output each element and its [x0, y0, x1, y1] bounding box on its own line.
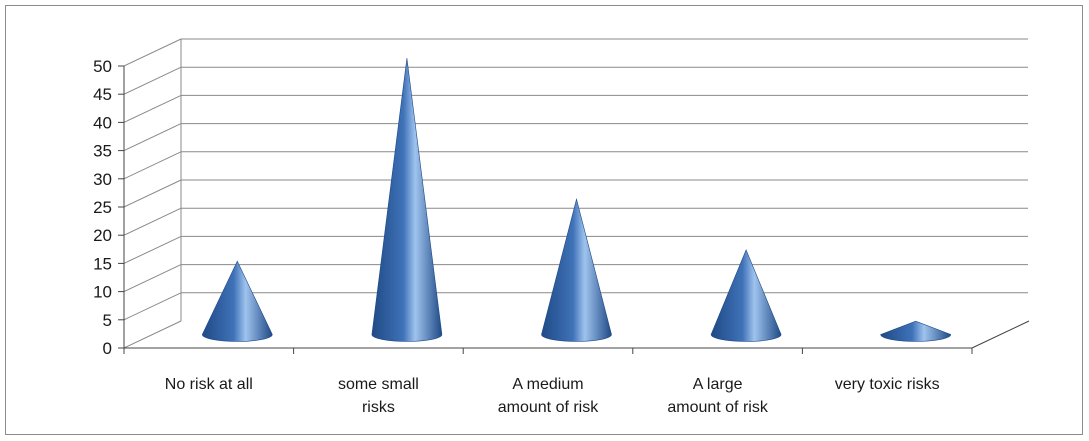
cone-chart: 0 5 10 15 20 25 30 35 40 45 50 No risk at all some … [93, 38, 1030, 416]
x-category-label: some small [338, 376, 419, 393]
y-tick-label: 30 [93, 170, 112, 189]
cone-body [880, 320, 952, 342]
y-tick-label: 45 [93, 85, 112, 104]
x-category-label: risks [362, 399, 395, 416]
gridline-side [123, 94, 182, 123]
x-category-label: No risk at all [165, 376, 253, 393]
cone-bar [880, 320, 952, 342]
cone-body [371, 58, 443, 342]
y-tick-label: 10 [93, 283, 112, 302]
x-category-label: A large [693, 376, 743, 393]
y-axis-tick-labels: 0 5 10 15 20 25 30 35 40 45 50 [93, 57, 112, 358]
floor-right-edge [971, 320, 1030, 349]
x-axis-category-labels: No risk at all some small risks A medium amo… [165, 376, 940, 416]
y-tick-label: 40 [93, 113, 112, 132]
y-tick-label: 15 [93, 254, 112, 273]
gridline-side [123, 38, 182, 67]
gridline-side [123, 66, 182, 95]
cone-body [541, 197, 612, 342]
x-category-label: A medium [512, 376, 583, 393]
cone-body [710, 249, 782, 342]
gridline-side [123, 123, 182, 152]
y-tick-label: 20 [93, 226, 112, 245]
cone-bar [710, 249, 782, 342]
cone-bar [541, 197, 612, 342]
x-category-label: amount of risk [667, 399, 768, 416]
x-category-label: amount of risk [498, 399, 599, 416]
cone-bar [371, 58, 443, 342]
chart-frame: 0 5 10 15 20 25 30 35 40 45 50 No risk at all some … [5, 5, 1083, 435]
y-tick-label: 5 [103, 311, 112, 330]
y-tick-label: 0 [103, 339, 112, 358]
cone-body [201, 260, 273, 342]
y-tick-label: 50 [93, 57, 112, 76]
cone-series [201, 58, 952, 342]
gridline-side [123, 207, 182, 236]
gridline-side [123, 292, 182, 321]
gridline-side [123, 320, 182, 349]
cone-bar [201, 260, 273, 342]
axes [118, 65, 1030, 354]
gridlines [123, 38, 1028, 349]
gridline-side [123, 151, 182, 180]
y-tick-label: 25 [93, 198, 112, 217]
x-category-label: very toxic risks [835, 376, 940, 393]
gridline-side [123, 264, 182, 293]
gridline-side [123, 179, 182, 208]
gridline-side [123, 235, 182, 264]
y-tick-label: 35 [93, 142, 112, 161]
